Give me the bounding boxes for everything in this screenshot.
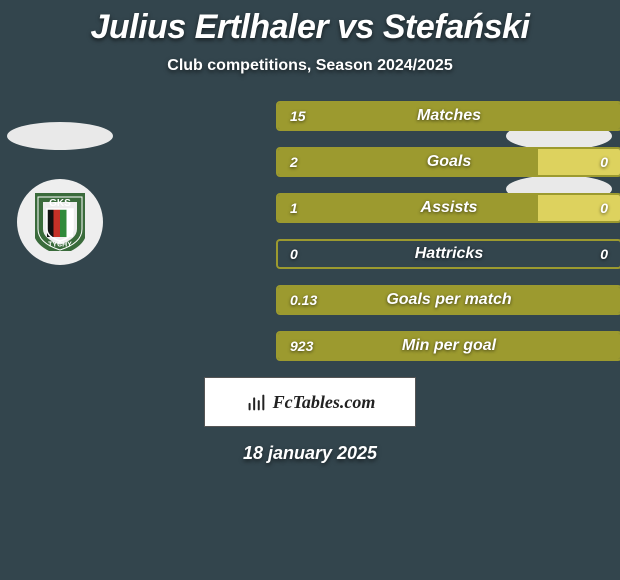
stat-bar-right-fill [538, 149, 620, 175]
page-title: Julius Ertlhaler vs Stefański [0, 8, 620, 47]
footer-date: 18 january 2025 [0, 443, 620, 464]
stat-row: Goals per match0.13 [276, 285, 620, 315]
stat-bar-right-fill [538, 195, 620, 221]
page-subtitle: Club competitions, Season 2024/2025 [0, 57, 620, 75]
stat-row: Min per goal923 [276, 331, 620, 361]
stat-bar-track [276, 101, 620, 131]
comparison-infographic: Julius Ertlhaler vs Stefański Club compe… [0, 0, 620, 580]
chart-bars-icon [245, 391, 267, 413]
stat-bar-track [276, 331, 620, 361]
stat-row: Hattricks00 [276, 239, 620, 269]
stat-bar-track [276, 285, 620, 315]
stat-row: Matches15 [276, 101, 620, 131]
stat-bar-track [276, 147, 620, 177]
stat-row: Assists10 [276, 193, 620, 223]
stat-row: Goals20 [276, 147, 620, 177]
stat-bar-left-fill [278, 333, 620, 359]
stat-bar-left-fill [278, 195, 538, 221]
stat-bar-left-fill [278, 287, 620, 313]
stat-bar-track [276, 239, 620, 269]
watermark: FcTables.com [204, 377, 416, 427]
watermark-text: FcTables.com [273, 392, 376, 413]
stat-bar-track [276, 193, 620, 223]
stat-bar-left-fill [278, 149, 538, 175]
stats-rows: Matches15 Goals20 Assists10 Hattricks00 Goal… [0, 101, 620, 361]
stat-bar-left-fill [278, 103, 620, 129]
